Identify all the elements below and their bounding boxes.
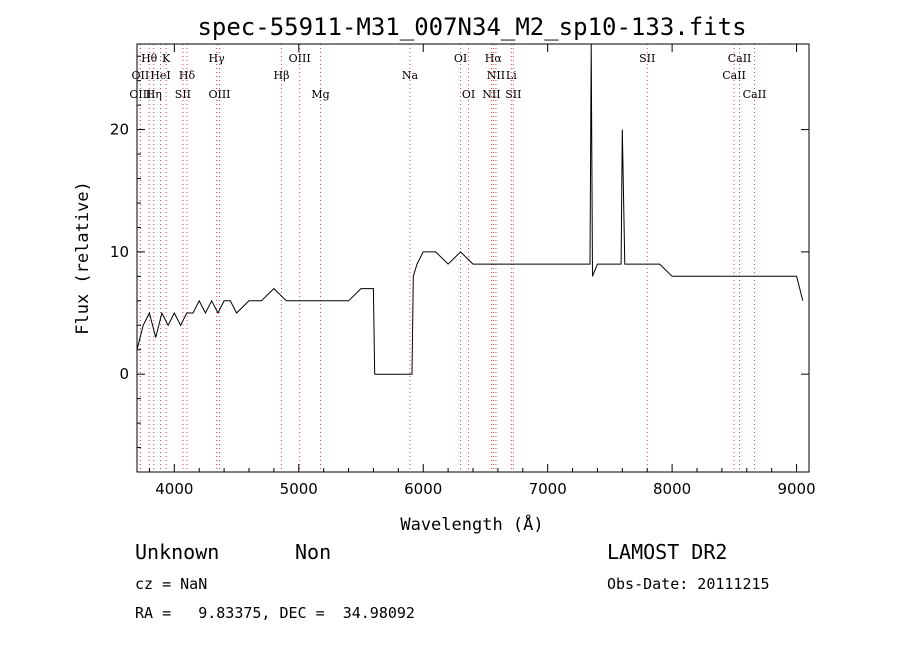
spectral-line-label: Hγ [209, 52, 226, 65]
x-tick-label: 5000 [280, 480, 318, 498]
spectral-line-label: K [162, 52, 171, 65]
y-tick-label: 10 [110, 243, 129, 261]
flux-line [136, 43, 804, 375]
x-axis-label: Wavelength (Å) [400, 513, 543, 535]
spectral-line-label: NII [487, 69, 505, 82]
object-class: Unknown [135, 540, 220, 564]
coordinates: RA = 9.83375, DEC = 34.98092 [135, 604, 415, 622]
y-axis-label: Flux (relative) [73, 181, 93, 335]
plot-frame [136, 43, 810, 473]
spectral-line-label: OIII [208, 88, 230, 101]
spectral-line-label: CaII [728, 52, 752, 65]
spectral-line-label: Hβ [274, 69, 290, 82]
spectral-line-label: Hθ [141, 52, 158, 65]
x-tick-label: 7000 [529, 480, 567, 498]
spectral-line-label: OI [454, 52, 467, 65]
spectral-line-label: OIII [129, 88, 151, 101]
survey-name: LAMOST DR2 [607, 540, 728, 564]
x-tick-label: 9000 [777, 480, 815, 498]
object-subclass: Non [295, 540, 332, 564]
spectral-line-label: Hδ [179, 69, 196, 82]
spectral-line-label: HeI [150, 69, 170, 82]
x-tick-label: 4000 [155, 480, 193, 498]
spectral-line-label: OIII [289, 52, 311, 65]
spectral-line-label: NII [482, 88, 500, 101]
spectral-line-label: Hη [146, 88, 162, 101]
spectral-line-label: Na [402, 69, 419, 82]
spectral-line-label: SII [639, 52, 655, 65]
x-tick-label: 8000 [653, 480, 691, 498]
spectral-line-label: SII [175, 88, 191, 101]
spectral-line-label: OI [462, 88, 475, 101]
spectral-line-label: Hα [485, 52, 503, 65]
axes: 4000 5000 6000 7000 8000 9000 0 10 20 [110, 44, 816, 498]
spectral-line-label: OII [132, 69, 150, 82]
x-tick-label: 6000 [404, 480, 442, 498]
chart-title: spec-55911-M31_007N34_M2_sp10-133.fits [197, 13, 746, 41]
obs-date: Obs-Date: 20111215 [607, 575, 770, 593]
y-tick-label: 0 [119, 365, 129, 383]
redshift-cz: cz = NaN [135, 575, 208, 593]
spectral-line-label: SII [505, 88, 521, 101]
y-tick-label: 20 [110, 121, 129, 139]
flux-series [136, 43, 804, 375]
spectral-line-label: Mg [311, 88, 329, 101]
spectral-line-label: CaII [743, 88, 767, 101]
spectral-line-label: CaII [722, 69, 746, 82]
spectral-line-label: Li [506, 69, 517, 82]
spectral-line-markers: Hθ OII OIII K HeI Hη Hδ SII Hγ OIII OIII Hβ Mg Na OI OI… [129, 44, 766, 472]
